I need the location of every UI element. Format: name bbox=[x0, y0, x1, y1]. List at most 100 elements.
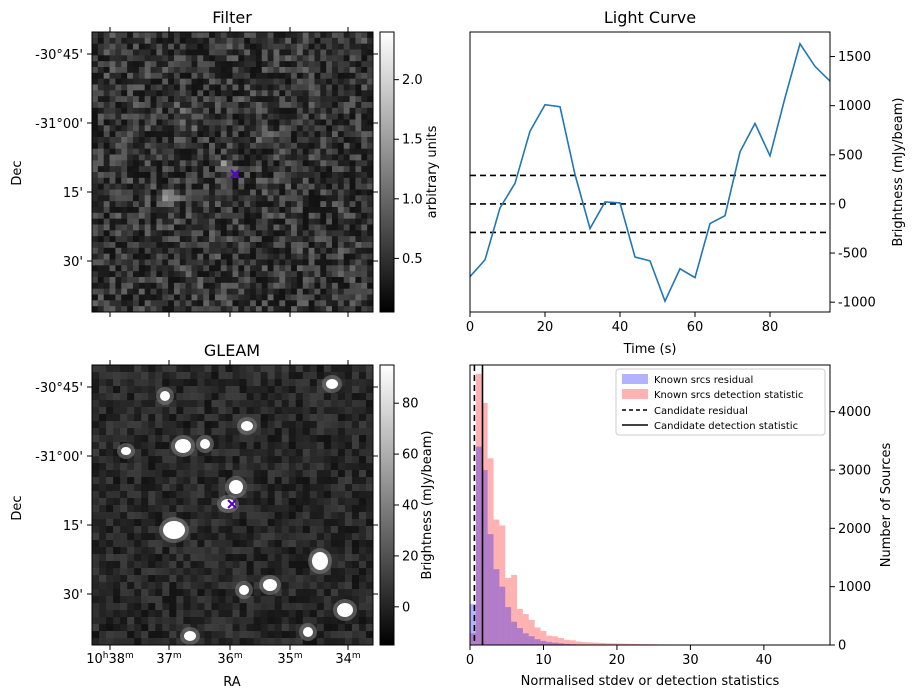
histogram-bar bbox=[628, 643, 635, 645]
histogram-bar bbox=[634, 643, 641, 645]
histogram-x-axis: 0 10 20 30 40 bbox=[466, 645, 772, 668]
colorbar-tick-label: 40 bbox=[402, 499, 419, 514]
dec-tick-label: -31°00' bbox=[35, 450, 83, 465]
histogram-bar bbox=[511, 621, 518, 645]
legend-label-candidate-detection: Candidate detection statistic bbox=[654, 421, 798, 432]
histogram-bar bbox=[505, 577, 512, 645]
gleam-ra-axis: 10h38m 37m 36m 35m 34m bbox=[86, 360, 361, 667]
dec-tick-label: -30°45' bbox=[35, 48, 83, 63]
legend-box bbox=[615, 368, 826, 436]
y-tick-label: 0 bbox=[838, 639, 846, 654]
gleam-ylabel: Dec bbox=[10, 495, 25, 520]
gleam-colorbar-label: Brightness (mJy/beam) bbox=[420, 431, 435, 580]
histogram-panel: 0 10 20 30 40 0 1000 2000 3000 4000 Normalised s… bbox=[466, 364, 894, 689]
histogram-bar bbox=[517, 628, 523, 645]
y-tick-label: -500 bbox=[838, 247, 868, 262]
x-tick-label: 20 bbox=[537, 320, 554, 335]
histogram-legend: Known srcs residual Known srcs detection… bbox=[615, 368, 826, 436]
filter-ra-axis bbox=[109, 27, 349, 317]
histogram-bar bbox=[522, 633, 529, 645]
light-curve-xlabel: Time (s) bbox=[623, 342, 677, 357]
histogram-bar bbox=[587, 642, 594, 645]
histogram-bar bbox=[622, 643, 629, 645]
filter-frame bbox=[91, 31, 374, 313]
histogram-bar bbox=[511, 575, 518, 645]
histogram-bar bbox=[499, 586, 506, 645]
ra-tick-label: 34m bbox=[335, 651, 360, 667]
ra-tick-label: 36m bbox=[217, 651, 242, 667]
filter-colorbar-label: arbitrary units bbox=[425, 125, 440, 218]
colorbar-tick-label: 1.0 bbox=[402, 192, 423, 207]
ra-tick-label: 37m bbox=[156, 651, 181, 667]
filter-noise-image bbox=[92, 32, 374, 313]
y-tick-label: 1000 bbox=[838, 99, 871, 114]
filter-colorbar-ticks: 0.5 1.0 1.5 2.0 bbox=[394, 73, 423, 267]
histogram-bar bbox=[546, 635, 553, 645]
dec-tick-label: -30°45' bbox=[35, 381, 83, 396]
light-curve-x-axis: 0 20 40 60 80 bbox=[466, 312, 778, 335]
colorbar-tick-label: 0.5 bbox=[402, 252, 423, 267]
histogram-bar bbox=[522, 614, 529, 645]
histogram-bar bbox=[505, 607, 512, 645]
histogram-bar bbox=[517, 608, 523, 645]
filter-candidate-marker bbox=[230, 169, 240, 179]
histogram-bar bbox=[481, 470, 488, 645]
light-curve-plot-area bbox=[470, 41, 830, 304]
histogram-frame bbox=[469, 364, 831, 646]
light-curve-frame bbox=[469, 31, 831, 313]
histogram-bar bbox=[581, 642, 588, 645]
x-tick-label: 20 bbox=[609, 653, 626, 668]
histogram-bar bbox=[470, 633, 476, 645]
histogram-xlabel: Normalised stdev or detection statistics bbox=[521, 674, 780, 689]
legend-label-detection: Known srcs detection statistic bbox=[654, 390, 803, 401]
histogram-y-axis: 0 1000 2000 3000 4000 bbox=[830, 405, 871, 654]
dec-tick-label: 30' bbox=[63, 588, 83, 603]
gleam-frame bbox=[91, 364, 374, 646]
histogram-bar bbox=[616, 643, 623, 645]
histogram-bar bbox=[493, 519, 500, 645]
histogram-bar bbox=[611, 643, 617, 645]
filter-dec-axis: -30°45' -31°00' 15' 30' bbox=[35, 48, 378, 270]
filter-colorbar bbox=[379, 31, 395, 313]
x-tick-label: 40 bbox=[612, 320, 629, 335]
colorbar-tick-label: 60 bbox=[402, 448, 419, 463]
colorbar-tick-label: 2.0 bbox=[402, 73, 423, 88]
light-curve-y-axis: -1000 -500 0 500 1000 1500 bbox=[830, 50, 876, 311]
histogram-bar bbox=[487, 458, 494, 645]
gleam-colorbar bbox=[379, 364, 395, 646]
light-curve-ylabel: Brightness (mJy/beam) bbox=[891, 98, 906, 247]
histogram-plot-area bbox=[470, 365, 817, 645]
legend-swatch-detection bbox=[622, 389, 648, 399]
colorbar-tick-label: 80 bbox=[402, 397, 419, 412]
filter-title: Filter bbox=[212, 8, 252, 27]
histogram-bar bbox=[558, 643, 565, 645]
colorbar-tick-label: 0 bbox=[402, 600, 410, 615]
histogram-bar bbox=[528, 636, 535, 645]
histogram-bar bbox=[499, 525, 506, 645]
histogram-bar bbox=[599, 642, 606, 645]
ra-tick-label: 35m bbox=[277, 651, 302, 667]
y-tick-label: 3000 bbox=[838, 464, 871, 479]
dec-tick-label: 15' bbox=[63, 186, 83, 201]
y-tick-label: 2000 bbox=[838, 522, 871, 537]
histogram-bar bbox=[564, 639, 570, 645]
x-tick-label: 30 bbox=[682, 653, 699, 668]
y-tick-label: 1000 bbox=[838, 580, 871, 595]
legend-swatch-residual bbox=[622, 374, 648, 384]
filter-panel: Filter -30°45' -31°00' 15' 30' Dec 0.5 1.0 1.… bbox=[10, 8, 440, 317]
dec-tick-label: 30' bbox=[63, 255, 83, 270]
histogram-bar bbox=[493, 569, 500, 645]
histogram-bar bbox=[546, 642, 553, 645]
ra-tick-label: 10h38m bbox=[86, 651, 134, 667]
y-tick-label: -1000 bbox=[838, 296, 876, 311]
filter-ylabel: Dec bbox=[10, 160, 25, 185]
y-tick-label: 500 bbox=[838, 148, 863, 163]
light-curve-panel: Light Curve 0 20 40 60 80 -1000 -500 0 500 1000 1… bbox=[466, 8, 906, 357]
histogram-bar bbox=[558, 638, 565, 645]
histogram-bar bbox=[540, 631, 547, 645]
y-tick-label: 1500 bbox=[838, 50, 871, 65]
histogram-bar bbox=[569, 640, 576, 645]
histogram-ylabel: Number of Sources bbox=[879, 443, 894, 568]
x-tick-label: 0 bbox=[466, 320, 474, 335]
legend-label-residual: Known srcs residual bbox=[654, 375, 753, 386]
